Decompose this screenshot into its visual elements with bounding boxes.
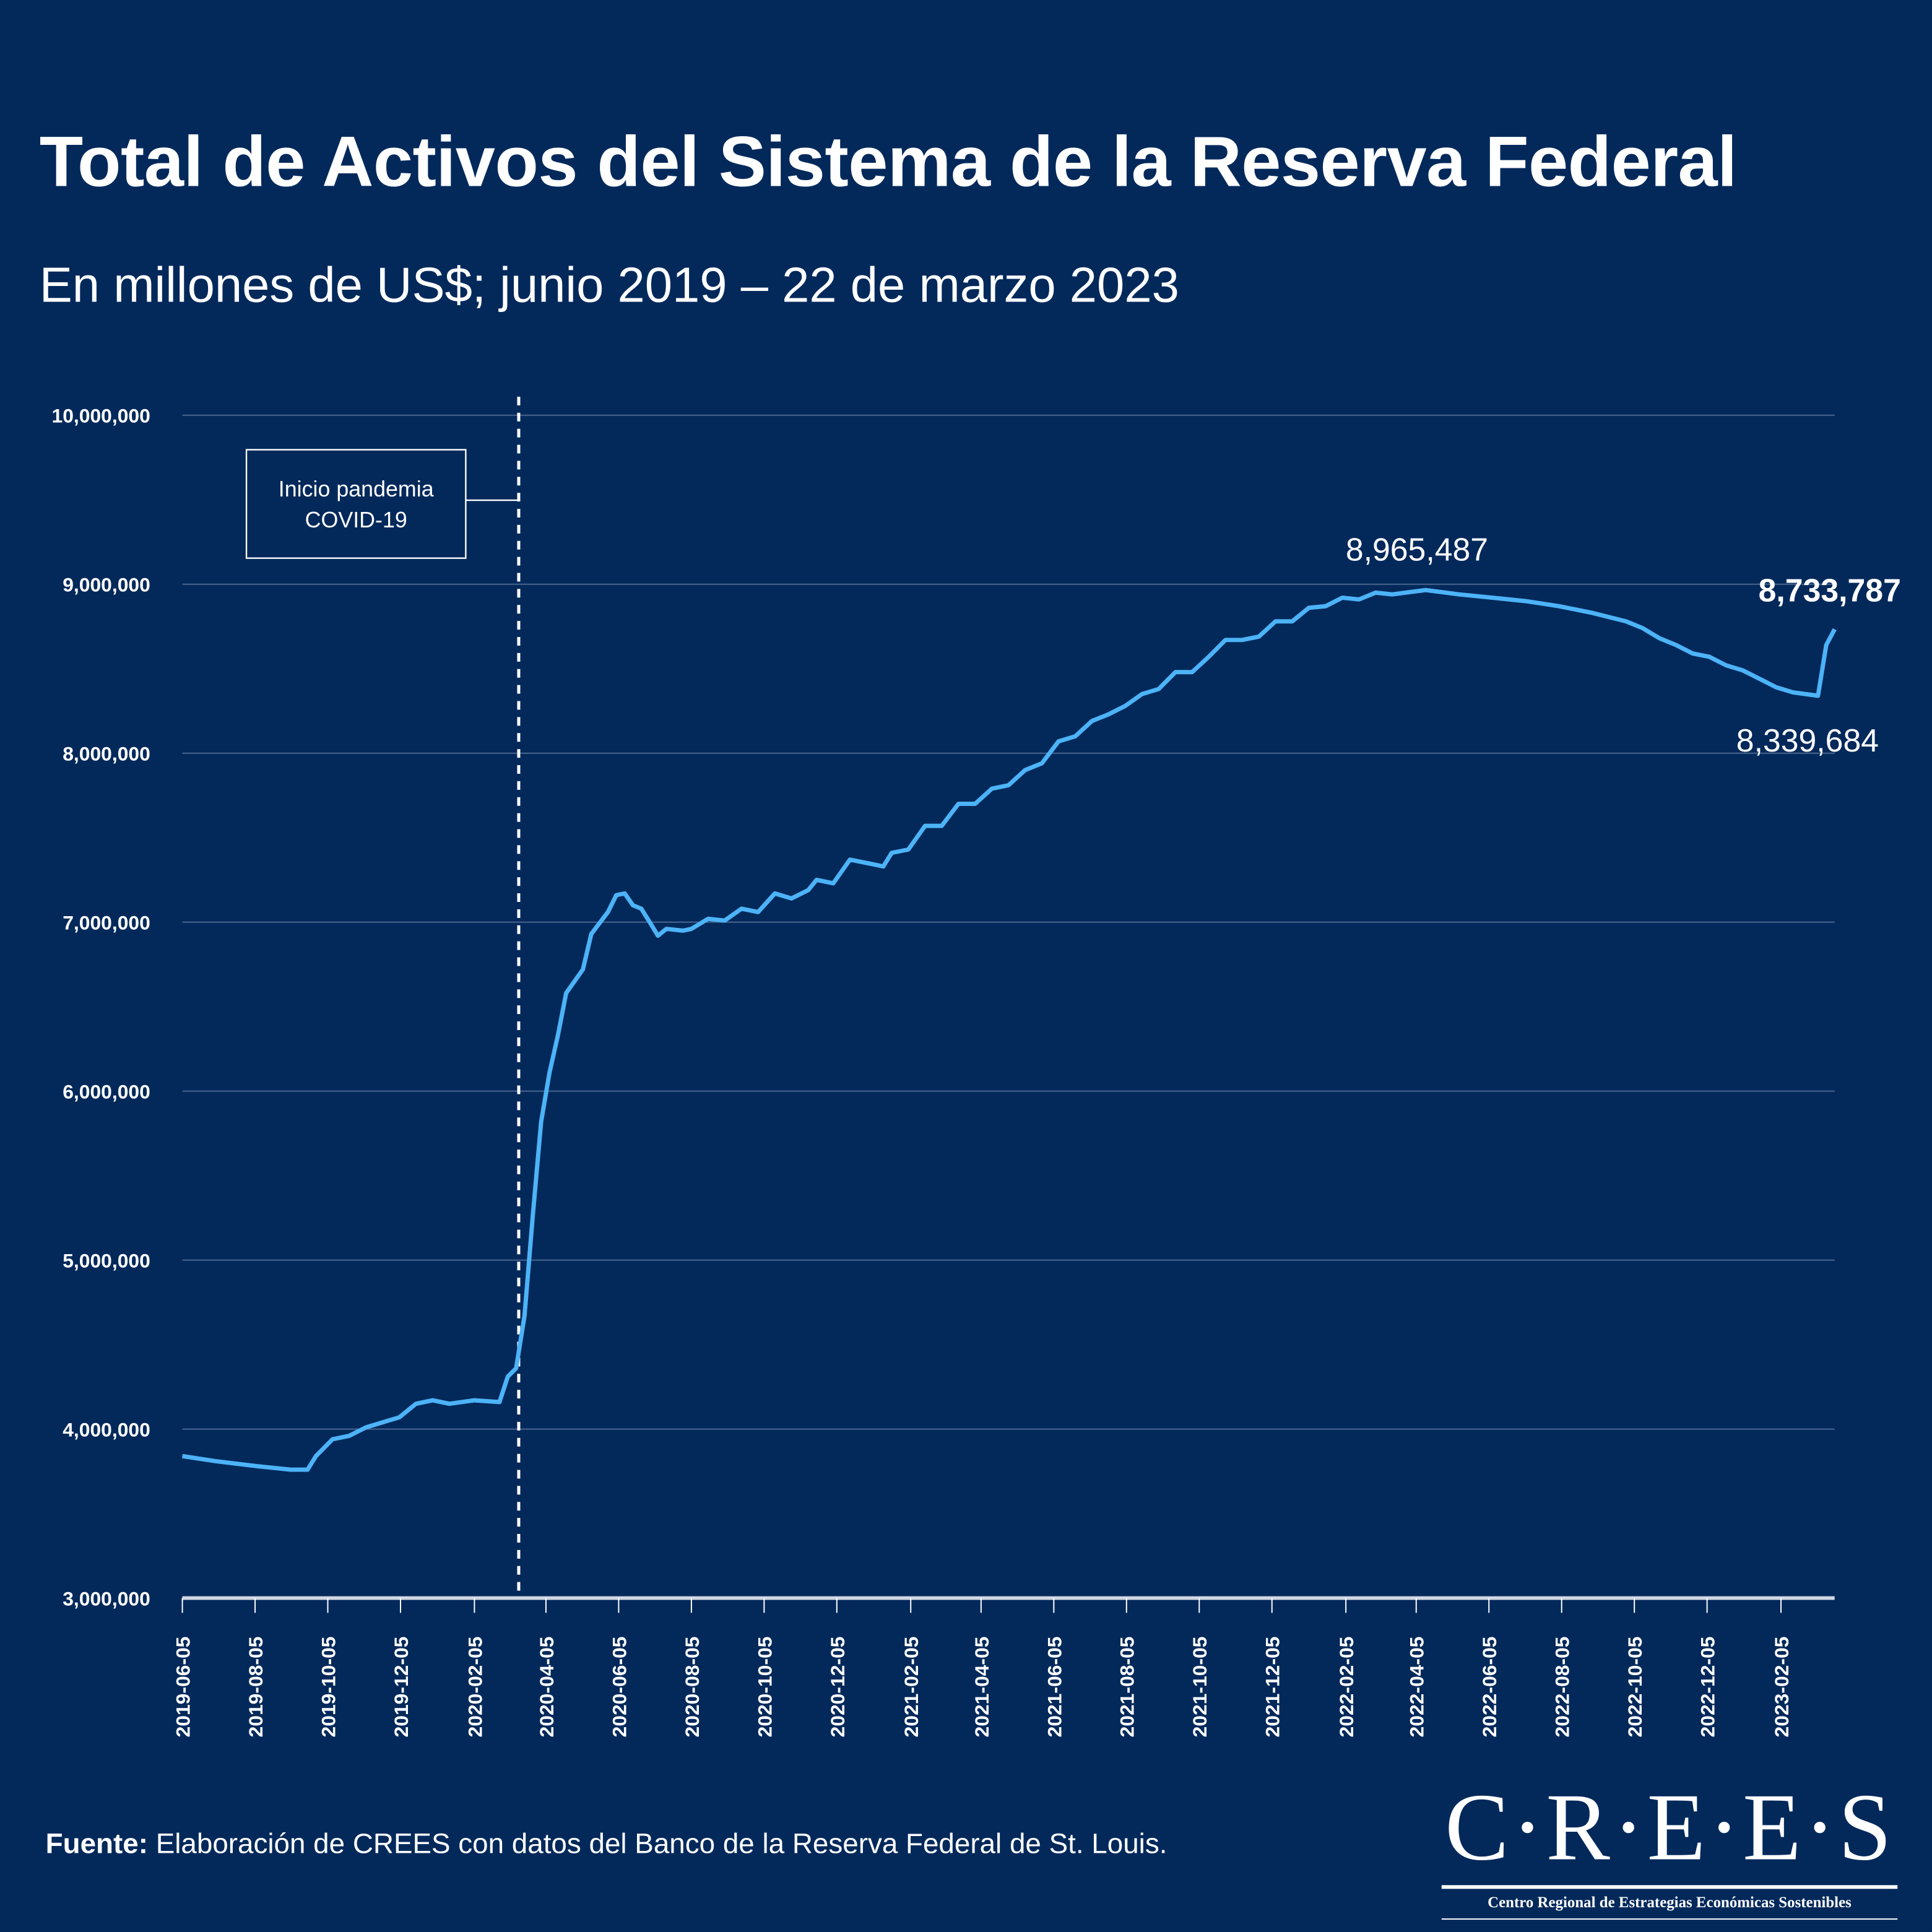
x-tick-label: 2020-12-05 (826, 1637, 849, 1738)
crees-logo: C·R·E·E·S Centro Regional de Estrategias… (1441, 1773, 1898, 1920)
y-tick-label: 6,000,000 (63, 1081, 150, 1103)
x-tick-label: 2021-04-05 (971, 1637, 993, 1738)
x-tick-label: 2019-10-05 (317, 1637, 339, 1738)
data-label: 8,733,787 (1759, 572, 1901, 608)
data-label: 8,965,487 (1346, 532, 1488, 568)
x-tick-label: 2020-02-05 (464, 1637, 486, 1738)
x-tick-label: 2022-06-05 (1478, 1637, 1501, 1738)
y-tick-label: 3,000,000 (63, 1587, 150, 1609)
x-tick-label: 2020-10-05 (753, 1637, 776, 1738)
x-tick-label: 2021-08-05 (1116, 1637, 1138, 1738)
x-tick-label: 2019-06-05 (172, 1637, 194, 1738)
y-tick-label: 4,000,000 (63, 1419, 150, 1441)
y-tick-label: 7,000,000 (63, 912, 150, 934)
logo-rule (1441, 1885, 1898, 1889)
x-tick-label: 2022-04-05 (1406, 1637, 1428, 1738)
source-label: Fuente: (45, 1827, 148, 1860)
y-tick-label: 9,000,000 (63, 574, 150, 596)
y-tick-label: 5,000,000 (63, 1250, 150, 1272)
data-label: 8,339,684 (1736, 722, 1879, 758)
x-tick-label: 2022-12-05 (1697, 1637, 1719, 1738)
annotation-box (245, 449, 467, 559)
x-tick-label: 2021-02-05 (900, 1637, 922, 1738)
x-tick-label: 2022-08-05 (1551, 1637, 1574, 1738)
x-tick-label: 2021-06-05 (1043, 1637, 1065, 1738)
annotation-text: COVID-19 (305, 508, 407, 532)
source-text: Elaboración de CREES con datos del Banco… (147, 1827, 1167, 1860)
logo-wordmark: C·R·E·E·S (1445, 1773, 1894, 1881)
x-tick-label: 2020-04-05 (535, 1637, 558, 1738)
x-tick-label: 2019-08-05 (245, 1637, 267, 1738)
y-tick-label: 8,000,000 (63, 743, 150, 765)
y-tick-label: 10,000,000 (52, 405, 150, 427)
x-tick-label: 2019-12-05 (390, 1637, 412, 1738)
x-tick-label: 2021-10-05 (1189, 1637, 1211, 1738)
x-tick-label: 2021-12-05 (1262, 1637, 1284, 1738)
source-note: Fuente: Elaboración de CREES con datos d… (46, 1827, 1167, 1861)
annotation-text: Inicio pandemia (279, 477, 434, 501)
chart-subtitle: En millones de US$; junio 2019 – 22 de m… (39, 258, 1179, 313)
logo-tagline: Centro Regional de Estrategias Económica… (1488, 1894, 1852, 1912)
x-tick-label: 2023-02-05 (1770, 1637, 1793, 1738)
series-line (182, 587, 1837, 1472)
x-tick-label: 2020-08-05 (681, 1637, 703, 1738)
x-tick-label: 2022-10-05 (1624, 1637, 1646, 1738)
logo-rule-bottom (1441, 1918, 1898, 1920)
x-tick-label: 2020-06-05 (608, 1637, 630, 1738)
x-tick-label: 2022-02-05 (1335, 1637, 1358, 1738)
chart-title: Total de Activos del Sistema de la Reser… (39, 122, 1738, 202)
